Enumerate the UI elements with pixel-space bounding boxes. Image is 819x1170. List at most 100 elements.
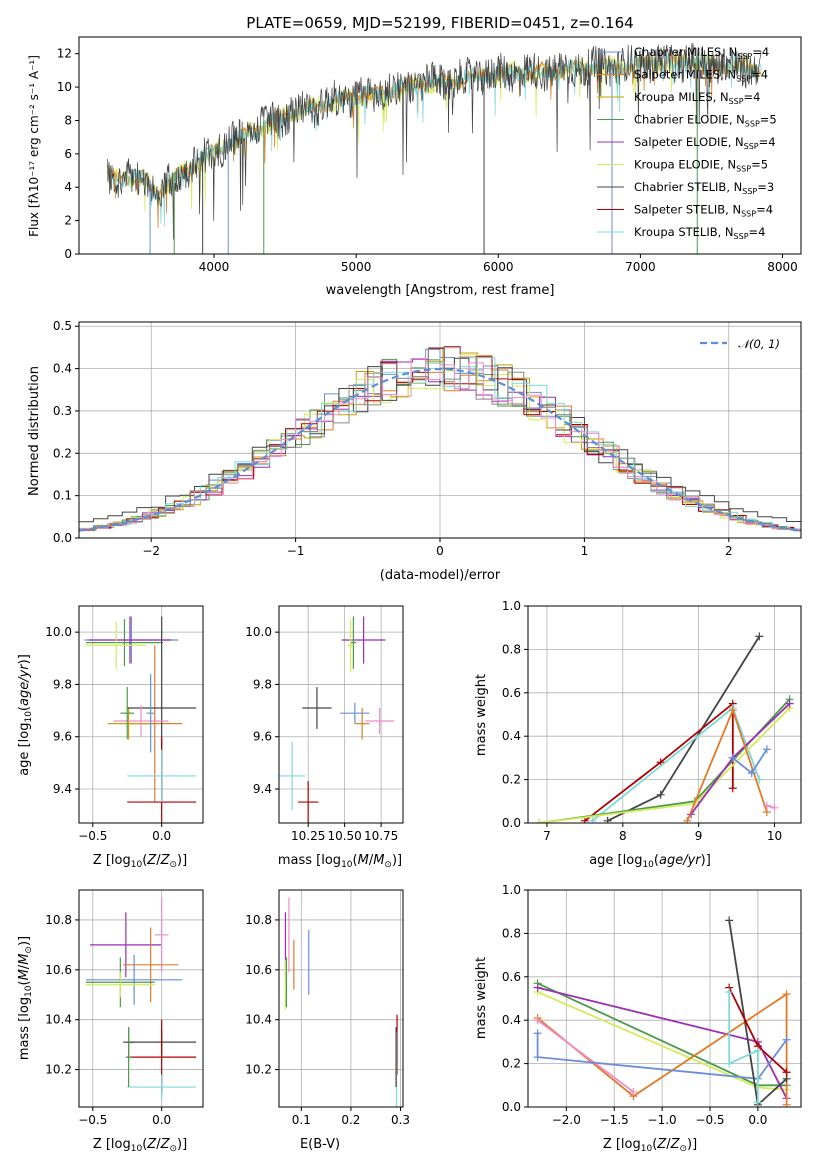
weight-vs-z-marker-8-3 <box>753 1098 762 1107</box>
weight-vs-z-ytick-label-5: 1.0 <box>502 883 521 897</box>
spectrum-ytick-label-0: 0 <box>64 247 72 261</box>
residuals-xtick-label-2: 0 <box>436 544 444 558</box>
mass-vs-z-ytick-label-3: 10.8 <box>45 913 72 927</box>
spectrum-legend-label-3: Chabrier ELODIE, NSSP=5 <box>634 113 777 129</box>
age-vs-z-plot-area <box>84 616 197 823</box>
residuals-hist-kroupa-stelib <box>79 357 801 531</box>
age-vs-z-y-label: age [log10(age/yr)] <box>17 654 34 776</box>
weight-vs-z-marker-5-1 <box>533 1053 542 1062</box>
weight-vs-age-xtick-label-3: 10 <box>767 829 782 843</box>
residuals-x-label: (data-model)/error <box>380 568 501 583</box>
mass-vs-ebv-frame <box>278 889 404 1108</box>
spectrum-frame <box>78 36 802 255</box>
weight-vs-age-ytick-label-0: 0.0 <box>502 816 521 830</box>
residuals-xtick-label-1: −1 <box>287 544 305 558</box>
spectrum-xtick-label-4: 8000 <box>767 260 798 274</box>
residuals-panel: (data-model)/error Normed distribution −… <box>27 319 802 583</box>
spectrum-title: PLATE=0659, MJD=52199, FIBERID=0451, z=0… <box>246 14 633 32</box>
age-vs-mass-ytick-label-3: 10.0 <box>245 625 272 639</box>
age-vs-z-xtick-label-0: −0.5 <box>78 829 107 843</box>
mass-vs-z-frame <box>78 889 204 1108</box>
weight-vs-age-xtick-label-1: 8 <box>619 829 627 843</box>
residuals-xtick-label-3: 1 <box>581 544 589 558</box>
weight-vs-z-xtick-label-3: −0.5 <box>695 1113 724 1127</box>
weight-vs-z-marker-3-3 <box>782 1100 791 1107</box>
weight-vs-z-x-label: Z [log10(Z/Z⊙)] <box>603 1137 697 1154</box>
mass-vs-ebv-xtick-label-0: 0.1 <box>292 1113 311 1127</box>
age-vs-mass-plot-area <box>279 616 395 823</box>
mass-vs-ebv-plot-area <box>284 897 398 1107</box>
weight-vs-z-marker-7-2 <box>782 1068 791 1077</box>
spectrum-legend-label-7: Salpeter STELIB, NSSP=4 <box>634 203 773 219</box>
residuals-ytick-label-4: 0.4 <box>53 362 72 376</box>
spectrum-xtick-label-2: 6000 <box>483 260 514 274</box>
weight-vs-age-frame <box>527 605 802 824</box>
residuals-ytick-label-5: 0.5 <box>53 319 72 333</box>
weight-vs-z-ytick-label-0: 0.0 <box>502 1100 521 1114</box>
weight-vs-z-ytick-label-2: 0.4 <box>502 1013 521 1027</box>
residuals-ytick-label-0: 0.0 <box>53 531 72 545</box>
residuals-y-label: Normed distribution <box>27 366 42 496</box>
mass-vs-z-y-label: mass [log10(M/M⊙)] <box>17 936 34 1060</box>
spectrum-y-label: Flux [fλ10⁻¹⁷ erg cm⁻² s⁻¹ A⁻¹] <box>27 55 41 237</box>
weight-vs-age-marker-2-0 <box>588 816 597 823</box>
spectrum-ytick-label-3: 6 <box>64 147 72 161</box>
age-vs-z-ytick-label-2: 9.8 <box>53 677 72 691</box>
weight-vs-z-plot-area <box>533 916 791 1107</box>
weight-vs-age-panel: age [log10(age/yr)] mass weight 7 8 9 10 0.0… <box>474 599 802 870</box>
weight-vs-z-marker-5-0 <box>533 1029 542 1038</box>
mass-vs-ebv-x-label: E(B-V) <box>300 1137 340 1152</box>
spectrum-plot-area <box>107 43 762 254</box>
residuals-legend-label: 𝒩(0, 1) <box>738 337 780 351</box>
weight-vs-z-marker-4-1 <box>629 1087 638 1096</box>
weight-vs-age-xtick-label-0: 7 <box>543 829 551 843</box>
residuals-frame <box>78 321 802 539</box>
age-vs-mass-frame <box>278 605 404 824</box>
age-vs-mass-panel: mass [log10(M/M⊙)] 10.25 10.50 10.75 9.4 9.6… <box>245 605 404 870</box>
spectrum-legend-label-8: Kroupa STELIB, NSSP=4 <box>634 225 765 241</box>
weight-vs-z-xtick-label-2: −1.0 <box>648 1113 677 1127</box>
mass-vs-ebv-panel: E(B-V) 0.1 0.2 0.3 10.2 10.4 10.6 10.8 <box>245 889 410 1152</box>
weight-vs-z-xtick-label-1: −1.5 <box>600 1113 629 1127</box>
weight-vs-age-marker-6-1 <box>728 706 737 715</box>
weight-vs-z-panel: Z [log10(Z/Z⊙)] mass weight −2.0 −1.5 −1.0… <box>474 883 802 1154</box>
weight-vs-age-marker-8-0 <box>762 801 771 810</box>
age-vs-z-xtick-label-1: 0.0 <box>152 829 171 843</box>
age-vs-mass-xtick-label-0: 10.25 <box>291 829 325 843</box>
weight-vs-z-frame <box>527 889 802 1108</box>
weight-vs-z-y-label: mass weight <box>474 957 489 1039</box>
spectrum-legend-label-5: Kroupa ELODIE, NSSP=5 <box>634 158 768 174</box>
weight-vs-age-marker-0-0 <box>603 816 612 823</box>
weight-vs-age-plot-area <box>535 632 794 823</box>
residuals-xtick-label-0: −2 <box>142 544 160 558</box>
weight-vs-z-xtick-label-0: −2.0 <box>552 1113 581 1127</box>
weight-vs-z-ytick-label-4: 0.8 <box>502 926 521 940</box>
weight-vs-age-marker-6-0 <box>683 816 692 823</box>
weight-vs-age-ytick-label-4: 0.8 <box>502 642 521 656</box>
spectrum-x-label: wavelength [Angstrom, rest frame] <box>326 283 555 298</box>
spectrum-legend-label-4: Salpeter ELODIE, NSSP=4 <box>634 135 776 151</box>
age-vs-mass-ytick-label-1: 9.6 <box>253 730 272 744</box>
mass-vs-z-xtick-label-1: 0.0 <box>152 1113 171 1127</box>
mass-vs-ebv-ytick-label-3: 10.8 <box>245 913 272 927</box>
spectrum-ytick-label-1: 2 <box>64 214 72 228</box>
spectrum-ytick-label-4: 8 <box>64 113 72 127</box>
age-vs-z-frame <box>78 605 204 824</box>
spectrum-legend-label-2: Kroupa MILES, NSSP=4 <box>634 90 760 106</box>
weight-vs-age-marker-8-1 <box>770 803 779 812</box>
mass-vs-z-xtick-label-0: −0.5 <box>78 1113 107 1127</box>
age-vs-mass-ytick-label-2: 9.8 <box>253 677 272 691</box>
weight-vs-z-marker-4-0 <box>533 1016 542 1025</box>
weight-vs-age-marker-7-0 <box>728 753 737 762</box>
weight-vs-age-ytick-label-1: 0.2 <box>502 773 521 787</box>
residuals-plot-area <box>79 346 801 532</box>
mass-vs-z-ytick-label-0: 10.2 <box>45 1063 72 1077</box>
weight-vs-age-marker-7-1 <box>747 769 756 778</box>
mass-vs-z-x-label: Z [log10(Z/Z⊙)] <box>93 1137 187 1154</box>
age-vs-z-ytick-label-0: 9.4 <box>53 782 72 796</box>
weight-vs-age-marker-0-2 <box>755 632 764 641</box>
spectrum-legend-label-0: Chabrier MILES, NSSP=4 <box>634 45 769 61</box>
weight-vs-z-ytick-label-3: 0.6 <box>502 970 521 984</box>
residuals-gaussian-curve <box>79 367 801 532</box>
mass-vs-z-ytick-label-1: 10.4 <box>45 1013 72 1027</box>
